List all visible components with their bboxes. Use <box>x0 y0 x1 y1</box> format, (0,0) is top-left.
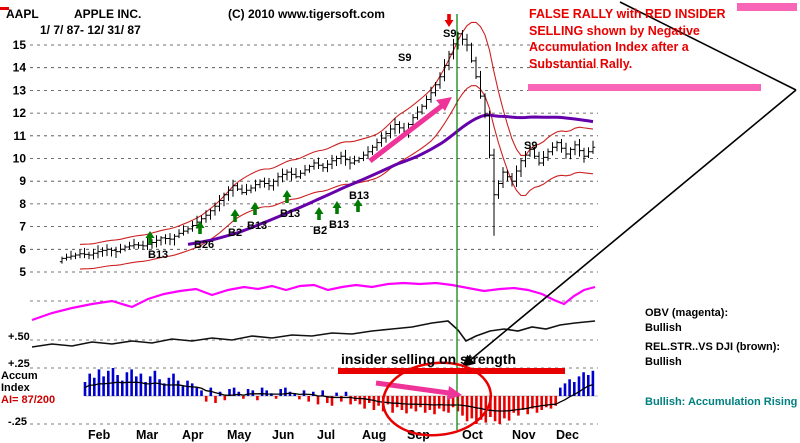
price-tick-label: 14 <box>13 61 27 75</box>
price-tick-label: 5 <box>19 265 26 279</box>
price-tick-label: 6 <box>19 242 26 256</box>
date-range: 1/ 7/ 87- 12/ 31/ 87 <box>40 23 141 37</box>
insider-selling-circle <box>381 361 493 437</box>
buy-signal-arrow <box>314 207 324 220</box>
annotation-arrow-segment-2 <box>461 89 797 368</box>
selling-arrow-head <box>447 386 462 400</box>
top-right-highlight-bar <box>737 3 797 11</box>
signal-label: B2 <box>228 227 242 239</box>
top-left-red-tick <box>0 7 9 10</box>
ticker-symbol: AAPL <box>6 7 39 21</box>
month-label: Jun <box>272 428 294 442</box>
signal-label: B13 <box>349 190 369 202</box>
price-tick-label: 9 <box>19 174 26 188</box>
signal-label: B13 <box>329 219 349 231</box>
level-label-plus50: +.50 <box>8 331 30 343</box>
month-label: Apr <box>182 428 204 442</box>
signal-label: S9 <box>398 52 411 64</box>
month-label: May <box>227 428 251 442</box>
accumulation-status: Bullish: Accumulation Rising <box>645 396 798 408</box>
price-tick-label: 13 <box>13 83 27 97</box>
annotation-highlight-bar <box>528 84 761 91</box>
signal-label: S9 <box>524 140 537 152</box>
price-bars <box>59 30 596 264</box>
accum-index-line <box>84 381 594 412</box>
level-label-plus25: +.25 <box>8 358 30 370</box>
level-label-minus25: -.25 <box>8 416 27 428</box>
false-rally-annotation: FALSE RALLY with RED INSIDER SELLING sho… <box>529 7 726 71</box>
month-label: Oct <box>462 428 484 442</box>
month-label: Mar <box>136 428 158 442</box>
relative-strength-label: REL.STR..VS DJI (brown): <box>645 341 781 353</box>
price-tick-label: 10 <box>13 152 27 166</box>
upper-band-line <box>79 21 594 246</box>
buy-signal-arrow <box>145 231 155 244</box>
obv-line <box>31 281 596 322</box>
signal-label: S9 <box>443 28 456 40</box>
buy-signal-arrow <box>332 201 342 214</box>
rally-arrow-line <box>368 103 445 163</box>
month-label: Jul <box>317 428 335 442</box>
price-tick-label: 11 <box>13 129 26 143</box>
price-tick-label: 7 <box>19 220 26 234</box>
annotation-arrow-segment-1 <box>619 1 797 91</box>
month-label: Dec <box>556 428 579 442</box>
month-label: Nov <box>512 428 536 442</box>
buy-signal-arrow <box>230 209 240 222</box>
sell-signal-arrow <box>444 14 454 27</box>
ai-value-label: AI= 87/200 <box>1 394 56 406</box>
buy-signal-arrow <box>282 190 292 203</box>
signal-label: B13 <box>280 208 300 220</box>
signal-label: B26 <box>194 239 214 251</box>
price-tick-label: 15 <box>13 38 27 52</box>
insider-underline-bar <box>338 368 565 374</box>
accum-index-label-line2: Index <box>1 382 30 394</box>
signal-label: B2 <box>313 225 327 237</box>
accum-bars-negative <box>204 396 557 424</box>
price-tick-label: 8 <box>19 197 26 211</box>
copyright-text: (C) 2010 www.tigersoft.com <box>228 7 385 21</box>
price-tick-label: 12 <box>13 106 27 120</box>
moving-average-line <box>187 113 594 246</box>
month-label: Aug <box>362 428 386 442</box>
insider-selling-note: insider selling on strength <box>341 351 517 367</box>
relative-strength-status: Bullish <box>645 356 682 368</box>
obv-status: Bullish <box>645 322 682 334</box>
relative-strength-line <box>31 320 596 348</box>
buy-signal-arrow <box>353 199 363 212</box>
company-name: APPLE INC. <box>74 7 142 21</box>
buy-signal-arrow <box>250 202 260 215</box>
signal-label: B13 <box>247 220 267 232</box>
annotation-arrow-head <box>462 354 476 367</box>
accum-index-label-line1: Accum <box>1 370 38 382</box>
signal-label: B13 <box>148 249 168 261</box>
lower-band-line <box>79 85 594 270</box>
buy-signal-arrow <box>195 221 205 234</box>
rally-arrow-head <box>436 97 452 111</box>
month-label: Feb <box>88 428 111 442</box>
obv-label: OBV (magenta): <box>645 307 729 319</box>
